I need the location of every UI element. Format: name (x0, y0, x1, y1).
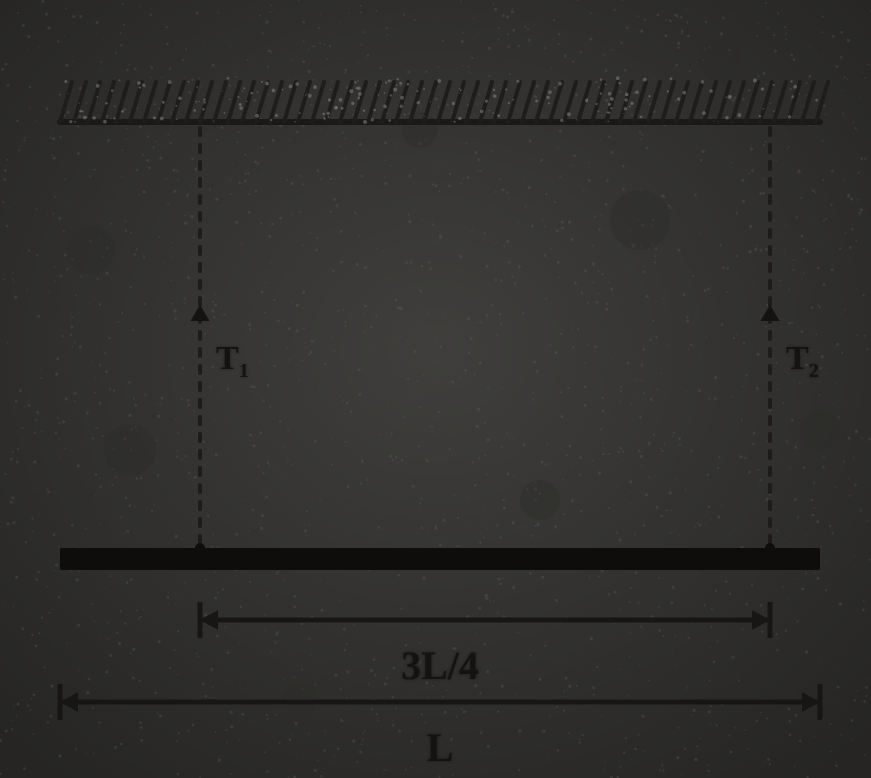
dim-text: 3L/4 (401, 643, 479, 688)
physics-diagram: T1 T2 3L/4 L (0, 0, 871, 778)
tension-subscript: 1 (239, 360, 249, 382)
outer-dimension-label: L (427, 724, 454, 771)
tension-symbol: T (216, 340, 239, 377)
tension-symbol: T (786, 340, 809, 377)
dim-text: L (427, 725, 454, 770)
tension-subscript: 2 (809, 360, 819, 382)
tension-label-1: T1 (216, 340, 249, 383)
tension-label-2: T2 (786, 340, 819, 383)
inner-dimension-label: 3L/4 (401, 642, 479, 689)
